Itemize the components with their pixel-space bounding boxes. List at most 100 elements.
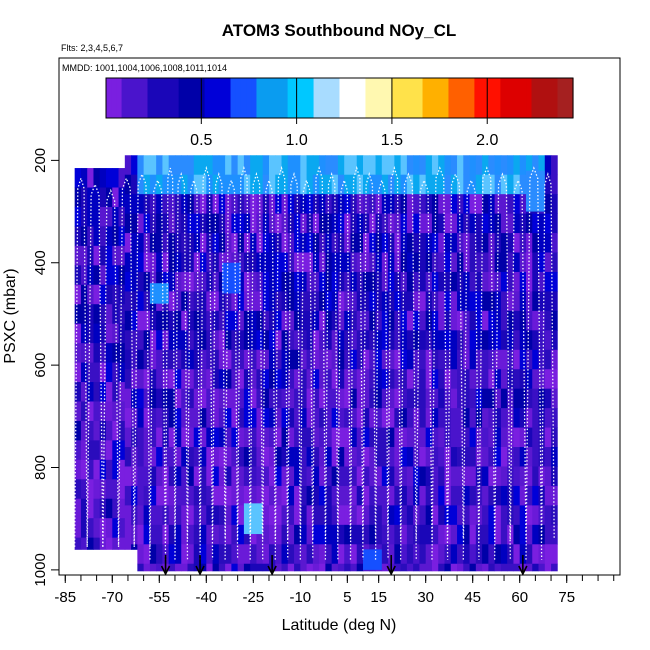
heatmap-cell [112,304,119,325]
heatmap-cell [538,369,546,390]
heatmap-cell [250,388,257,409]
heatmap-cell [337,408,345,428]
heatmap-cell [388,544,395,565]
heatmap-cell [350,330,358,351]
heatmap-cell [218,349,226,370]
heatmap-cell [262,310,270,331]
heatmap-cell [294,155,301,176]
heatmap-cell [388,233,395,253]
heatmap-cell [212,369,220,390]
heatmap-cell [300,447,307,467]
heatmap-cell [87,498,94,519]
colorbar-segment [406,78,413,118]
heatmap-cell [356,388,364,409]
heatmap-cell [212,349,220,370]
heatmap-cell [137,544,145,565]
heatmap-cell [544,252,552,273]
heatmap-cell [87,265,94,286]
heatmap-cell [118,265,126,286]
heatmap-cell [200,447,207,467]
heatmap-cell [193,310,201,331]
colorbar-segment [438,78,444,118]
heatmap-cell [231,505,239,526]
heatmap-cell [400,505,408,526]
heatmap-cell [93,362,101,383]
heatmap-cell [275,485,282,506]
colorbar-segment [510,78,517,118]
colorbar-segment [168,78,175,118]
heatmap-cell [444,563,452,572]
heatmap-cell [131,252,138,273]
heatmap-cell [206,505,213,526]
heatmap-cell [131,291,138,312]
heatmap-cell [431,466,439,487]
heatmap-cell [419,155,427,176]
heatmap-cell [225,466,232,487]
heatmap-cell [438,349,445,370]
heatmap-cell [551,291,558,312]
heatmap-cell [457,330,464,351]
heatmap-cell [250,427,257,448]
heatmap-cell [388,310,395,331]
heatmap-cell [106,440,113,461]
heatmap-cell [268,233,276,253]
heatmap-cell [174,466,182,487]
heatmap-cell [400,563,408,572]
profile-trace [174,171,189,560]
heatmap-cell [243,563,251,572]
heatmap-cell [469,310,477,331]
heatmap-cell [93,304,101,325]
heatmap-cell [331,369,339,390]
heatmap-cell [419,563,427,572]
heatmap-cell [438,174,445,195]
heatmap-cell [519,174,527,195]
heatmap-cell [118,168,126,188]
heatmap-cell [193,505,201,526]
heatmap-cell [551,524,558,545]
heatmap-cell [457,369,464,390]
heatmap-cell [482,233,489,253]
heatmap-cell [507,505,514,526]
heatmap-cell [350,310,358,331]
heatmap-cell [137,349,145,370]
heatmap-cell [137,408,145,428]
heatmap-cell [275,349,282,370]
heatmap-cell [356,544,364,565]
heatmap-cell [381,544,389,565]
heatmap-cell [331,447,339,467]
heatmap-cell [212,388,220,409]
heatmap-cell [356,485,364,506]
heatmap-cell [112,343,119,363]
colorbar-segment [121,78,128,118]
heatmap-cell [268,388,276,409]
heatmap-cell [400,155,408,176]
heatmap-cell [212,233,220,253]
heatmap-cell [87,304,94,325]
heatmap-cell [262,544,270,565]
heatmap-cell [369,447,376,467]
heatmap-cell [337,544,345,565]
heatmap-cell [406,544,414,565]
heatmap-cell [149,310,157,331]
heatmap-cell [425,155,433,176]
heatmap-cell [187,388,195,409]
heatmap-cell [475,330,483,351]
profile-trace [362,171,377,540]
heatmap-cell [206,369,213,390]
heatmap-cell [519,369,527,390]
dates-label: MMDD: 1001,1004,1006,1008,1011,1014 [62,63,227,73]
heatmap-cell [268,505,276,526]
heatmap-cell [143,447,151,467]
heatmap-cell [513,310,521,331]
heatmap-cell [237,233,245,253]
heatmap-cell [312,252,320,273]
heatmap-cell [538,427,546,448]
heatmap-cell [80,440,88,461]
heatmap-cell [281,233,289,253]
heatmap-cell [475,427,483,448]
heatmap-cell [319,271,326,292]
heatmap-cell [513,408,521,428]
colorbar-segment [194,78,200,118]
heatmap-cell [237,447,245,467]
heatmap-cell [143,330,151,351]
